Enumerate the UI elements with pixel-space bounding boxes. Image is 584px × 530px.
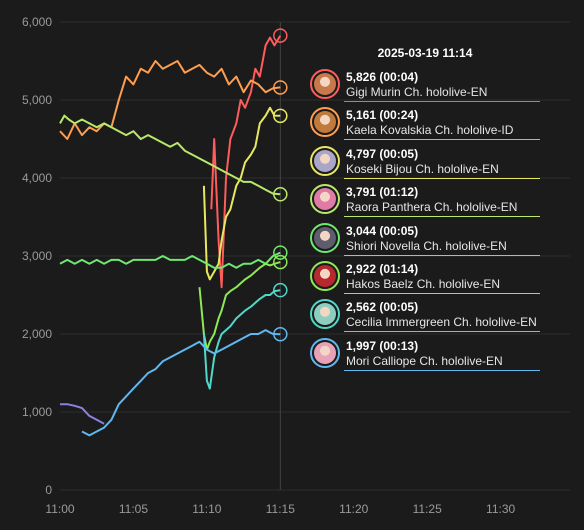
value-number: 1,997 bbox=[346, 338, 377, 353]
x-tick-label: 11:15 bbox=[266, 502, 295, 516]
cecilia-immergreen-avatar bbox=[310, 299, 340, 330]
avatar-image bbox=[314, 226, 336, 249]
value-duration: (00:05) bbox=[379, 223, 419, 238]
value-duration: (00:04) bbox=[379, 70, 419, 84]
series-name: Cecilia Immergreen Ch. hololive-EN bbox=[346, 315, 537, 330]
tooltip-row: 2,922 (01:14) Hakos Baelz Ch. hololive-EN bbox=[310, 260, 540, 298]
series-value: 2,562 (00:05) bbox=[346, 300, 418, 314]
series-value: 2,922 (01:14) bbox=[346, 262, 418, 276]
y-tick-label: 2,000 bbox=[22, 327, 52, 341]
series-underline bbox=[344, 139, 540, 141]
series-line-8 bbox=[60, 403, 105, 425]
series-value: 4,797 (00:05) bbox=[346, 147, 418, 161]
avatar-image bbox=[314, 149, 336, 172]
y-tick-label: 3,000 bbox=[22, 249, 52, 263]
value-number: 3,791 bbox=[346, 185, 377, 200]
gigi-murin-avatar bbox=[310, 69, 340, 99]
series-marker-2 bbox=[273, 108, 288, 124]
value-duration: (01:14) bbox=[379, 262, 419, 276]
kaela-kovalskia-avatar bbox=[310, 107, 340, 138]
tooltip-row: 1,997 (00:13) Mori Calliope Ch. hololive-… bbox=[310, 337, 540, 375]
series-name: Koseki Bijou Ch. hololive-EN bbox=[346, 161, 499, 176]
series-underline bbox=[344, 331, 540, 333]
tooltip-row: 3,044 (00:05) Shiori Novella Ch. hololive… bbox=[310, 222, 540, 260]
x-tick-label: 11:30 bbox=[486, 502, 515, 516]
series-line-2 bbox=[202, 106, 281, 281]
value-duration: (01:12) bbox=[379, 185, 419, 200]
avatar-image bbox=[314, 341, 336, 364]
y-tick-label: 4,000 bbox=[22, 171, 52, 185]
series-marker-5 bbox=[273, 254, 288, 270]
value-number: 5,826 bbox=[346, 70, 377, 84]
tooltip-row: 2,562 (00:05) Cecilia Immergreen Ch. holo… bbox=[310, 298, 540, 336]
series-line-6 bbox=[202, 289, 281, 390]
x-tick-label: 11:05 bbox=[119, 502, 148, 516]
value-number: 5,161 bbox=[346, 108, 377, 123]
value-number: 4,797 bbox=[346, 146, 377, 161]
value-duration: (00:24) bbox=[379, 108, 419, 123]
value-number: 3,044 bbox=[346, 223, 377, 238]
series-marker-3 bbox=[273, 187, 288, 202]
series-value: 3,044 (00:05) bbox=[346, 224, 418, 238]
series-line-3 bbox=[59, 114, 281, 196]
avatar-image bbox=[314, 111, 336, 134]
series-value: 1,997 (00:13) bbox=[346, 339, 418, 353]
series-name: Raora Panthera Ch. hololive-EN bbox=[346, 200, 518, 215]
x-tick-label: 11:10 bbox=[192, 502, 221, 516]
series-marker-4 bbox=[273, 245, 288, 260]
x-tick-label: 11:20 bbox=[339, 502, 368, 516]
avatar-image bbox=[314, 73, 336, 95]
series-name: Kaela Kovalskia Ch. hololive-ID bbox=[346, 123, 514, 138]
series-marker-1 bbox=[273, 80, 288, 95]
hakos-baelz-avatar bbox=[310, 261, 340, 291]
series-underline bbox=[344, 254, 540, 256]
avatar-image bbox=[314, 188, 336, 211]
value-duration: (00:13) bbox=[379, 338, 419, 353]
tooltip-row: 3,791 (01:12) Raora Panthera Ch. hololive… bbox=[310, 183, 540, 221]
series-marker-6 bbox=[273, 282, 288, 298]
x-tick-label: 11:25 bbox=[413, 502, 442, 516]
mori-calliope-avatar bbox=[310, 337, 340, 368]
series-marker-0 bbox=[273, 28, 288, 43]
series-name: Shiori Novella Ch. hololive-EN bbox=[346, 238, 507, 253]
tooltip-timestamp: 2025-03-19 11:14 bbox=[377, 46, 473, 60]
series-underline bbox=[344, 216, 540, 218]
x-tick-label: 11:00 bbox=[45, 502, 74, 516]
series-line-7 bbox=[81, 329, 281, 437]
series-underline bbox=[344, 369, 540, 371]
value-number: 2,922 bbox=[346, 262, 377, 276]
avatar-image bbox=[314, 303, 336, 326]
series-line-0 bbox=[210, 35, 282, 289]
series-underline bbox=[344, 177, 540, 179]
series-line-5 bbox=[198, 261, 281, 351]
tooltip-row: 5,161 (00:24) Kaela Kovalskia Ch. hololiv… bbox=[310, 106, 540, 144]
series-value: 5,826 (00:04) bbox=[346, 70, 418, 84]
y-tick-label: 1,000 bbox=[22, 405, 52, 419]
series-marker-7 bbox=[273, 326, 288, 342]
koseki-bijou-avatar bbox=[310, 145, 340, 176]
series-value: 3,791 (01:12) bbox=[346, 185, 418, 199]
raora-panthera-avatar bbox=[310, 184, 340, 215]
value-duration: (00:05) bbox=[379, 146, 419, 161]
series-line-1 bbox=[59, 60, 281, 140]
y-tick-label: 5,000 bbox=[22, 93, 52, 107]
tooltip-row: 4,797 (00:05) Koseki Bijou Ch. hololive-E… bbox=[310, 145, 540, 183]
shiori-novella-avatar bbox=[310, 222, 340, 253]
y-tick-label: 6,000 bbox=[22, 15, 52, 29]
series-name: Mori Calliope Ch. hololive-EN bbox=[346, 353, 503, 368]
series-line-4 bbox=[59, 251, 281, 269]
series-value: 5,161 (00:24) bbox=[346, 108, 418, 122]
series-name: Hakos Baelz Ch. hololive-EN bbox=[346, 277, 501, 291]
series-underline bbox=[344, 293, 540, 294]
tooltip-row: 5,826 (00:04) Gigi Murin Ch. hololive-EN bbox=[310, 68, 540, 106]
series-underline bbox=[344, 101, 540, 102]
series-name: Gigi Murin Ch. hololive-EN bbox=[346, 85, 488, 99]
value-duration: (00:05) bbox=[379, 300, 419, 315]
value-number: 2,562 bbox=[346, 300, 377, 315]
avatar-image bbox=[314, 265, 336, 287]
y-tick-label: 0 bbox=[45, 483, 52, 497]
